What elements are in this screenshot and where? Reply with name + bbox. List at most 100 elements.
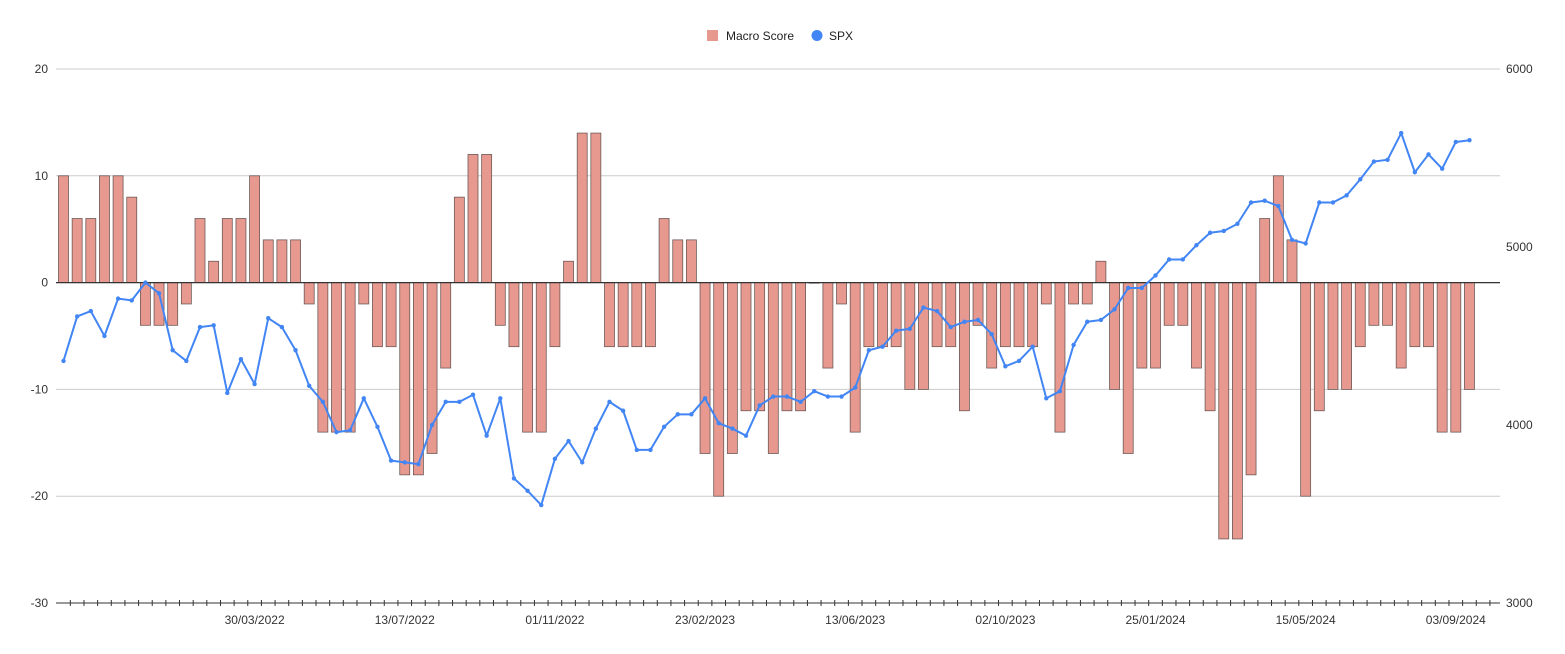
macro-score-bar xyxy=(194,218,206,284)
spx-series-line xyxy=(62,132,1470,507)
macro-score-bar xyxy=(331,282,342,433)
spx-line xyxy=(61,130,1472,508)
macro-score-bars xyxy=(58,132,1475,540)
spx-point xyxy=(634,447,639,453)
macro-score-bar xyxy=(604,282,615,348)
macro-score-bar xyxy=(1081,282,1093,305)
spx-point xyxy=(757,403,762,408)
spx-point xyxy=(1344,193,1349,198)
macro-score-bar xyxy=(235,218,247,284)
spx-point xyxy=(1467,138,1472,143)
spx-point xyxy=(907,326,912,332)
spx-point xyxy=(211,323,216,328)
macro-score-bar xyxy=(576,132,588,284)
macro-score-bar xyxy=(1150,282,1161,369)
macro-score-bar xyxy=(453,196,465,284)
spx-point xyxy=(566,438,571,444)
spx-point xyxy=(1235,221,1240,227)
macro-score-bar xyxy=(412,282,424,476)
macro-score-bar xyxy=(1395,282,1407,369)
spx-point xyxy=(661,424,667,429)
spx-point xyxy=(102,333,107,339)
spx-point xyxy=(375,424,380,429)
macro-score-bar xyxy=(221,218,233,284)
spx-point xyxy=(1085,319,1090,324)
spx-point xyxy=(771,394,776,399)
spx-point xyxy=(347,428,353,433)
macro-score-bar xyxy=(167,282,179,326)
macro-score-bar xyxy=(1354,282,1366,348)
y-right-tick-label: 4000 xyxy=(1506,418,1533,432)
spx-point xyxy=(1248,200,1254,205)
macro-score-bar xyxy=(849,282,861,433)
spx-point xyxy=(525,488,530,494)
macro-score-bar xyxy=(1218,282,1230,540)
macro-score-bar xyxy=(276,239,288,284)
macro-score-bar xyxy=(1409,282,1421,348)
macro-score-bar xyxy=(754,282,766,412)
spx-point xyxy=(307,383,312,389)
macro-score-bar xyxy=(945,282,957,348)
spx-point xyxy=(1303,241,1308,246)
x-tick-label: 02/10/2023 xyxy=(975,613,1035,627)
spx-point xyxy=(1180,257,1186,262)
macro-score-bar xyxy=(890,282,902,348)
macro-score-bar xyxy=(767,282,779,454)
macro-score-bar xyxy=(399,282,411,476)
spx-point xyxy=(1126,285,1131,291)
legend: Macro Score SPX xyxy=(707,29,853,43)
spx-point xyxy=(702,396,708,401)
macro-score-bar xyxy=(1382,282,1393,326)
spx-point xyxy=(266,316,271,321)
y-left-tick-label: 0 xyxy=(41,276,48,290)
spx-point xyxy=(470,392,476,397)
macro-score-bar xyxy=(139,282,151,326)
macro-score-bar xyxy=(549,282,561,348)
macro-score-bar xyxy=(1313,282,1325,412)
macro-score-bar xyxy=(481,154,493,284)
spx-point xyxy=(1044,396,1049,401)
x-tick-label: 30/03/2022 xyxy=(225,613,285,627)
macro-score-bar xyxy=(795,282,806,412)
spx-point xyxy=(156,291,162,296)
spx-point xyxy=(402,460,407,465)
spx-point xyxy=(580,460,585,465)
macro-score-bar xyxy=(658,218,670,284)
spx-point xyxy=(620,408,626,413)
spx-point xyxy=(893,328,899,333)
spx-point xyxy=(1003,364,1008,369)
spx-point xyxy=(1071,342,1076,348)
macro-score-bar xyxy=(1436,282,1448,433)
spx-point xyxy=(853,385,858,390)
macro-score-bar xyxy=(494,282,506,326)
spx-point xyxy=(484,433,489,438)
spx-point xyxy=(1153,273,1158,278)
macro-score-bar xyxy=(740,282,752,412)
legend-swatch-macro-score xyxy=(707,30,718,41)
macro-score-bar xyxy=(385,282,397,348)
macro-score-bar xyxy=(781,282,793,412)
spx-point xyxy=(1385,157,1390,162)
spx-point xyxy=(361,396,366,401)
macro-score-bar xyxy=(1450,282,1462,433)
macro-score-bar xyxy=(1327,282,1339,390)
spx-point xyxy=(334,429,339,435)
y-axis-right: 3000 4000 5000 6000 xyxy=(1506,62,1533,610)
macro-score-bar xyxy=(986,282,998,369)
spx-point xyxy=(511,476,517,481)
spx-point xyxy=(416,461,421,467)
macro-score-bar xyxy=(85,218,97,284)
macro-score-bar xyxy=(1245,282,1257,476)
macro-score-bar xyxy=(1272,175,1284,284)
spx-point xyxy=(1317,200,1322,205)
macro-score-bar xyxy=(1068,282,1079,305)
spx-point xyxy=(934,308,940,314)
spx-point xyxy=(279,324,285,330)
y-left-tick-label: -20 xyxy=(31,489,49,503)
macro-score-bar xyxy=(631,282,643,348)
spx-point xyxy=(74,314,80,319)
legend-label-macro-score: Macro Score xyxy=(726,29,794,43)
spx-point xyxy=(839,394,844,399)
spx-point xyxy=(1289,237,1295,243)
spx-point xyxy=(689,412,694,417)
